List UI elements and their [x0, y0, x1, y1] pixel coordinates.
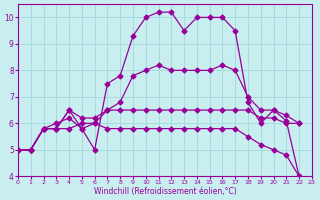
- X-axis label: Windchill (Refroidissement éolien,°C): Windchill (Refroidissement éolien,°C): [93, 187, 236, 196]
